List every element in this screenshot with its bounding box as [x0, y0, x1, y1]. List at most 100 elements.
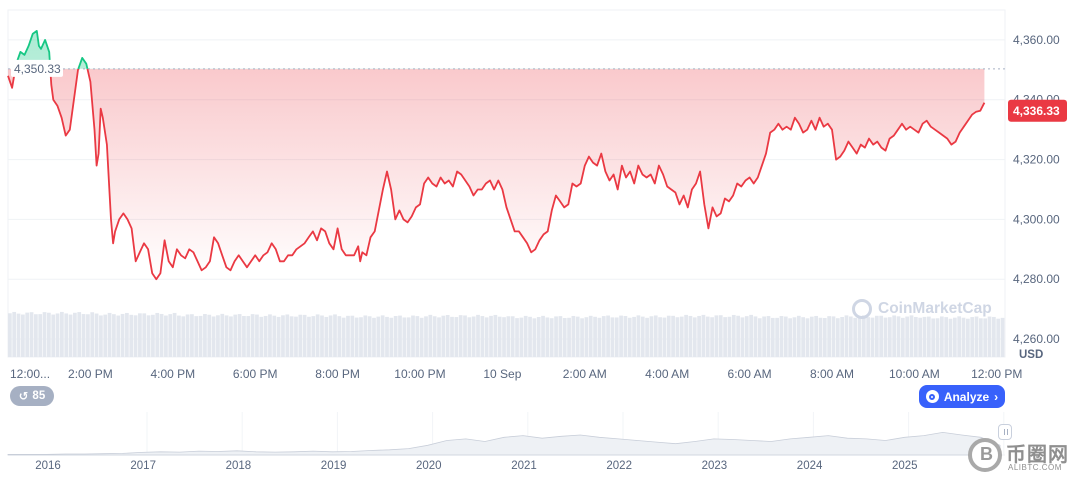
overview-year-tick: 2023 — [702, 460, 728, 472]
volume-bar — [298, 314, 303, 357]
overview-year-tick: 2022 — [606, 460, 632, 472]
volume-bar — [164, 315, 168, 357]
volume-bar — [913, 316, 918, 357]
volume-bar — [207, 314, 212, 357]
overview-year-tick: 2024 — [797, 460, 823, 472]
volume-bar — [415, 316, 420, 357]
range-slider-handle[interactable] — [998, 424, 1012, 440]
volume-bar — [597, 317, 602, 357]
volume-bar — [255, 314, 259, 357]
volume-bar — [398, 315, 402, 357]
price-axis-tick: 4,280.00 — [1013, 272, 1060, 286]
volume-bar — [688, 315, 693, 357]
volume-bar — [965, 318, 970, 357]
volume-bar — [276, 316, 281, 357]
analyze-button[interactable]: Analyze › — [919, 385, 1005, 408]
volume-bar — [341, 317, 346, 357]
time-axis-tick: 4:00 AM — [645, 367, 689, 381]
volume-bar — [658, 317, 662, 357]
coinmarketcap-watermark: CoinMarketCap — [852, 299, 992, 319]
chevron-right-icon: › — [994, 389, 999, 404]
volume-bar — [645, 317, 649, 357]
volume-bar — [350, 315, 355, 357]
currency-label: USD — [1019, 349, 1043, 361]
volume-bar — [8, 313, 12, 357]
volume-bar — [489, 315, 493, 357]
volume-bar — [129, 314, 134, 357]
volume-bar — [723, 317, 727, 357]
volume-bar — [51, 314, 56, 357]
volume-bar — [549, 318, 554, 357]
volume-bar — [757, 318, 762, 357]
volume-bar — [411, 315, 415, 357]
time-axis-tick: 6:00 AM — [728, 367, 772, 381]
volume-bar — [619, 315, 623, 357]
volume-bar — [983, 318, 988, 357]
volume-bar — [181, 316, 186, 357]
volume-bar — [749, 314, 753, 357]
volume-bar — [21, 314, 25, 357]
volume-bar — [805, 318, 810, 357]
volume-bar — [736, 315, 740, 357]
volume-bar — [814, 315, 819, 357]
volume-bar — [580, 318, 584, 357]
volume-bar — [740, 317, 745, 357]
volume-bar — [792, 317, 797, 357]
volume-bar — [601, 316, 606, 357]
volume-bar — [827, 316, 832, 357]
volume-bar — [406, 317, 411, 357]
time-axis-tick: 10:00 AM — [889, 367, 940, 381]
volume-bar — [905, 316, 910, 357]
volume-bar — [896, 316, 901, 357]
volume-bar — [684, 314, 688, 357]
history-badge[interactable]: ↺ 85 — [10, 386, 54, 406]
volume-bar — [627, 317, 632, 357]
volume-bar — [714, 315, 719, 357]
volume-bar — [402, 317, 407, 357]
volume-bar — [987, 316, 992, 357]
volume-bar — [653, 315, 658, 357]
volume-bar — [450, 316, 454, 357]
volume-bar — [437, 317, 441, 357]
volume-bar — [233, 314, 238, 357]
site-logo-badge: B 币圈网 ALIBTC.COM — [968, 436, 1072, 477]
volume-bar — [81, 314, 86, 357]
volume-bar — [99, 315, 103, 357]
analyze-label: Analyze — [943, 389, 990, 404]
volume-bar — [892, 315, 897, 357]
volume-bar — [38, 314, 43, 357]
volume-bar — [502, 317, 506, 357]
volume-bar — [294, 316, 298, 357]
history-count: 85 — [32, 390, 46, 402]
volume-bar — [853, 317, 858, 357]
volume-bar — [840, 316, 845, 357]
volume-bar — [623, 315, 628, 357]
volume-bar — [194, 316, 199, 357]
volume-bar — [60, 311, 64, 357]
volume-bar — [562, 317, 567, 357]
volume-bar — [545, 317, 550, 357]
volume-bar — [879, 315, 884, 357]
volume-bar — [190, 314, 194, 357]
overview-area — [7, 431, 1001, 456]
price-line-below — [7, 68, 986, 281]
volume-bar — [125, 312, 129, 357]
volume-bar — [671, 315, 675, 357]
time-axis-tick: 12:00... — [10, 367, 50, 381]
volume-bar — [29, 312, 34, 357]
volume-bar — [1000, 317, 1005, 357]
volume-bar — [606, 315, 610, 357]
volume-bar — [775, 317, 779, 357]
volume-bar — [961, 317, 966, 357]
volume-bar — [220, 313, 225, 357]
volume-bar — [909, 315, 914, 357]
volume-bar — [324, 316, 329, 357]
volume-bar — [86, 314, 90, 357]
history-icon: ↺ — [18, 391, 29, 403]
volume-bar — [337, 316, 342, 357]
volume-bar — [445, 315, 450, 357]
volume-bar — [250, 314, 255, 357]
volume-bar — [359, 317, 363, 357]
volume-bar — [779, 316, 784, 357]
